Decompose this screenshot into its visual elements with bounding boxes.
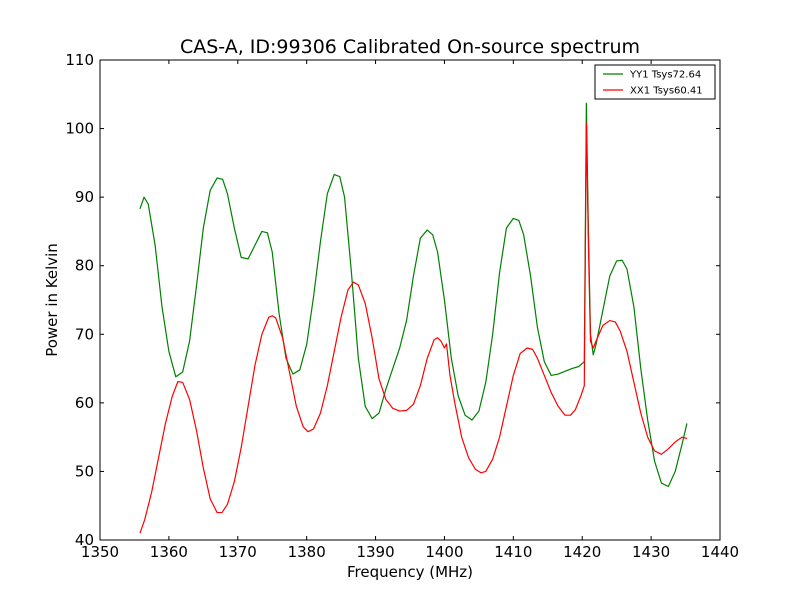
legend: YY1 Tsys72.64 XX1 Tsys60.41 (594, 64, 716, 100)
y-tick-label: 70 (75, 325, 94, 343)
x-tick-label: 1440 (701, 543, 739, 561)
chart-title: CAS-A, ID:99306 Calibrated On-source spe… (180, 36, 640, 58)
legend-box (594, 64, 716, 100)
x-tick-label: 1430 (632, 543, 670, 561)
y-tick-label: 110 (65, 51, 94, 69)
legend-label: XX1 Tsys60.41 (630, 86, 703, 97)
y-tick-label: 100 (65, 120, 94, 138)
series-layer (139, 102, 688, 534)
x-tick-label: 1400 (425, 543, 463, 561)
y-tick-label: 40 (75, 531, 94, 549)
x-axis-label: Frequency (MHz) (347, 563, 473, 581)
y-tick-label: 50 (75, 462, 94, 480)
ticks-layer: 1350 1360 1370 1380 1390 1400 1410 1420 1430 1440… (65, 51, 739, 561)
y-tick-label: 60 (75, 394, 94, 412)
x-tick-label: 1350 (81, 543, 119, 561)
x-tick-label: 1410 (494, 543, 532, 561)
x-tick-label: 1380 (288, 543, 326, 561)
series-line-1 (139, 102, 688, 488)
y-axis-label: Power in Kelvin (43, 243, 61, 357)
legend-label: YY1 Tsys72.64 (629, 70, 701, 81)
x-tick-label: 1360 (150, 543, 188, 561)
x-tick-label: 1420 (563, 543, 601, 561)
axes-frame (99, 59, 721, 541)
x-tick-label: 1370 (219, 543, 257, 561)
plot-area: 1350 1360 1370 1380 1390 1400 1410 1420 1430 1440… (65, 51, 739, 561)
x-tick-label: 1390 (356, 543, 394, 561)
series-line-2 (139, 122, 688, 534)
y-tick-label: 90 (75, 188, 94, 206)
y-tick-label: 80 (75, 257, 94, 275)
